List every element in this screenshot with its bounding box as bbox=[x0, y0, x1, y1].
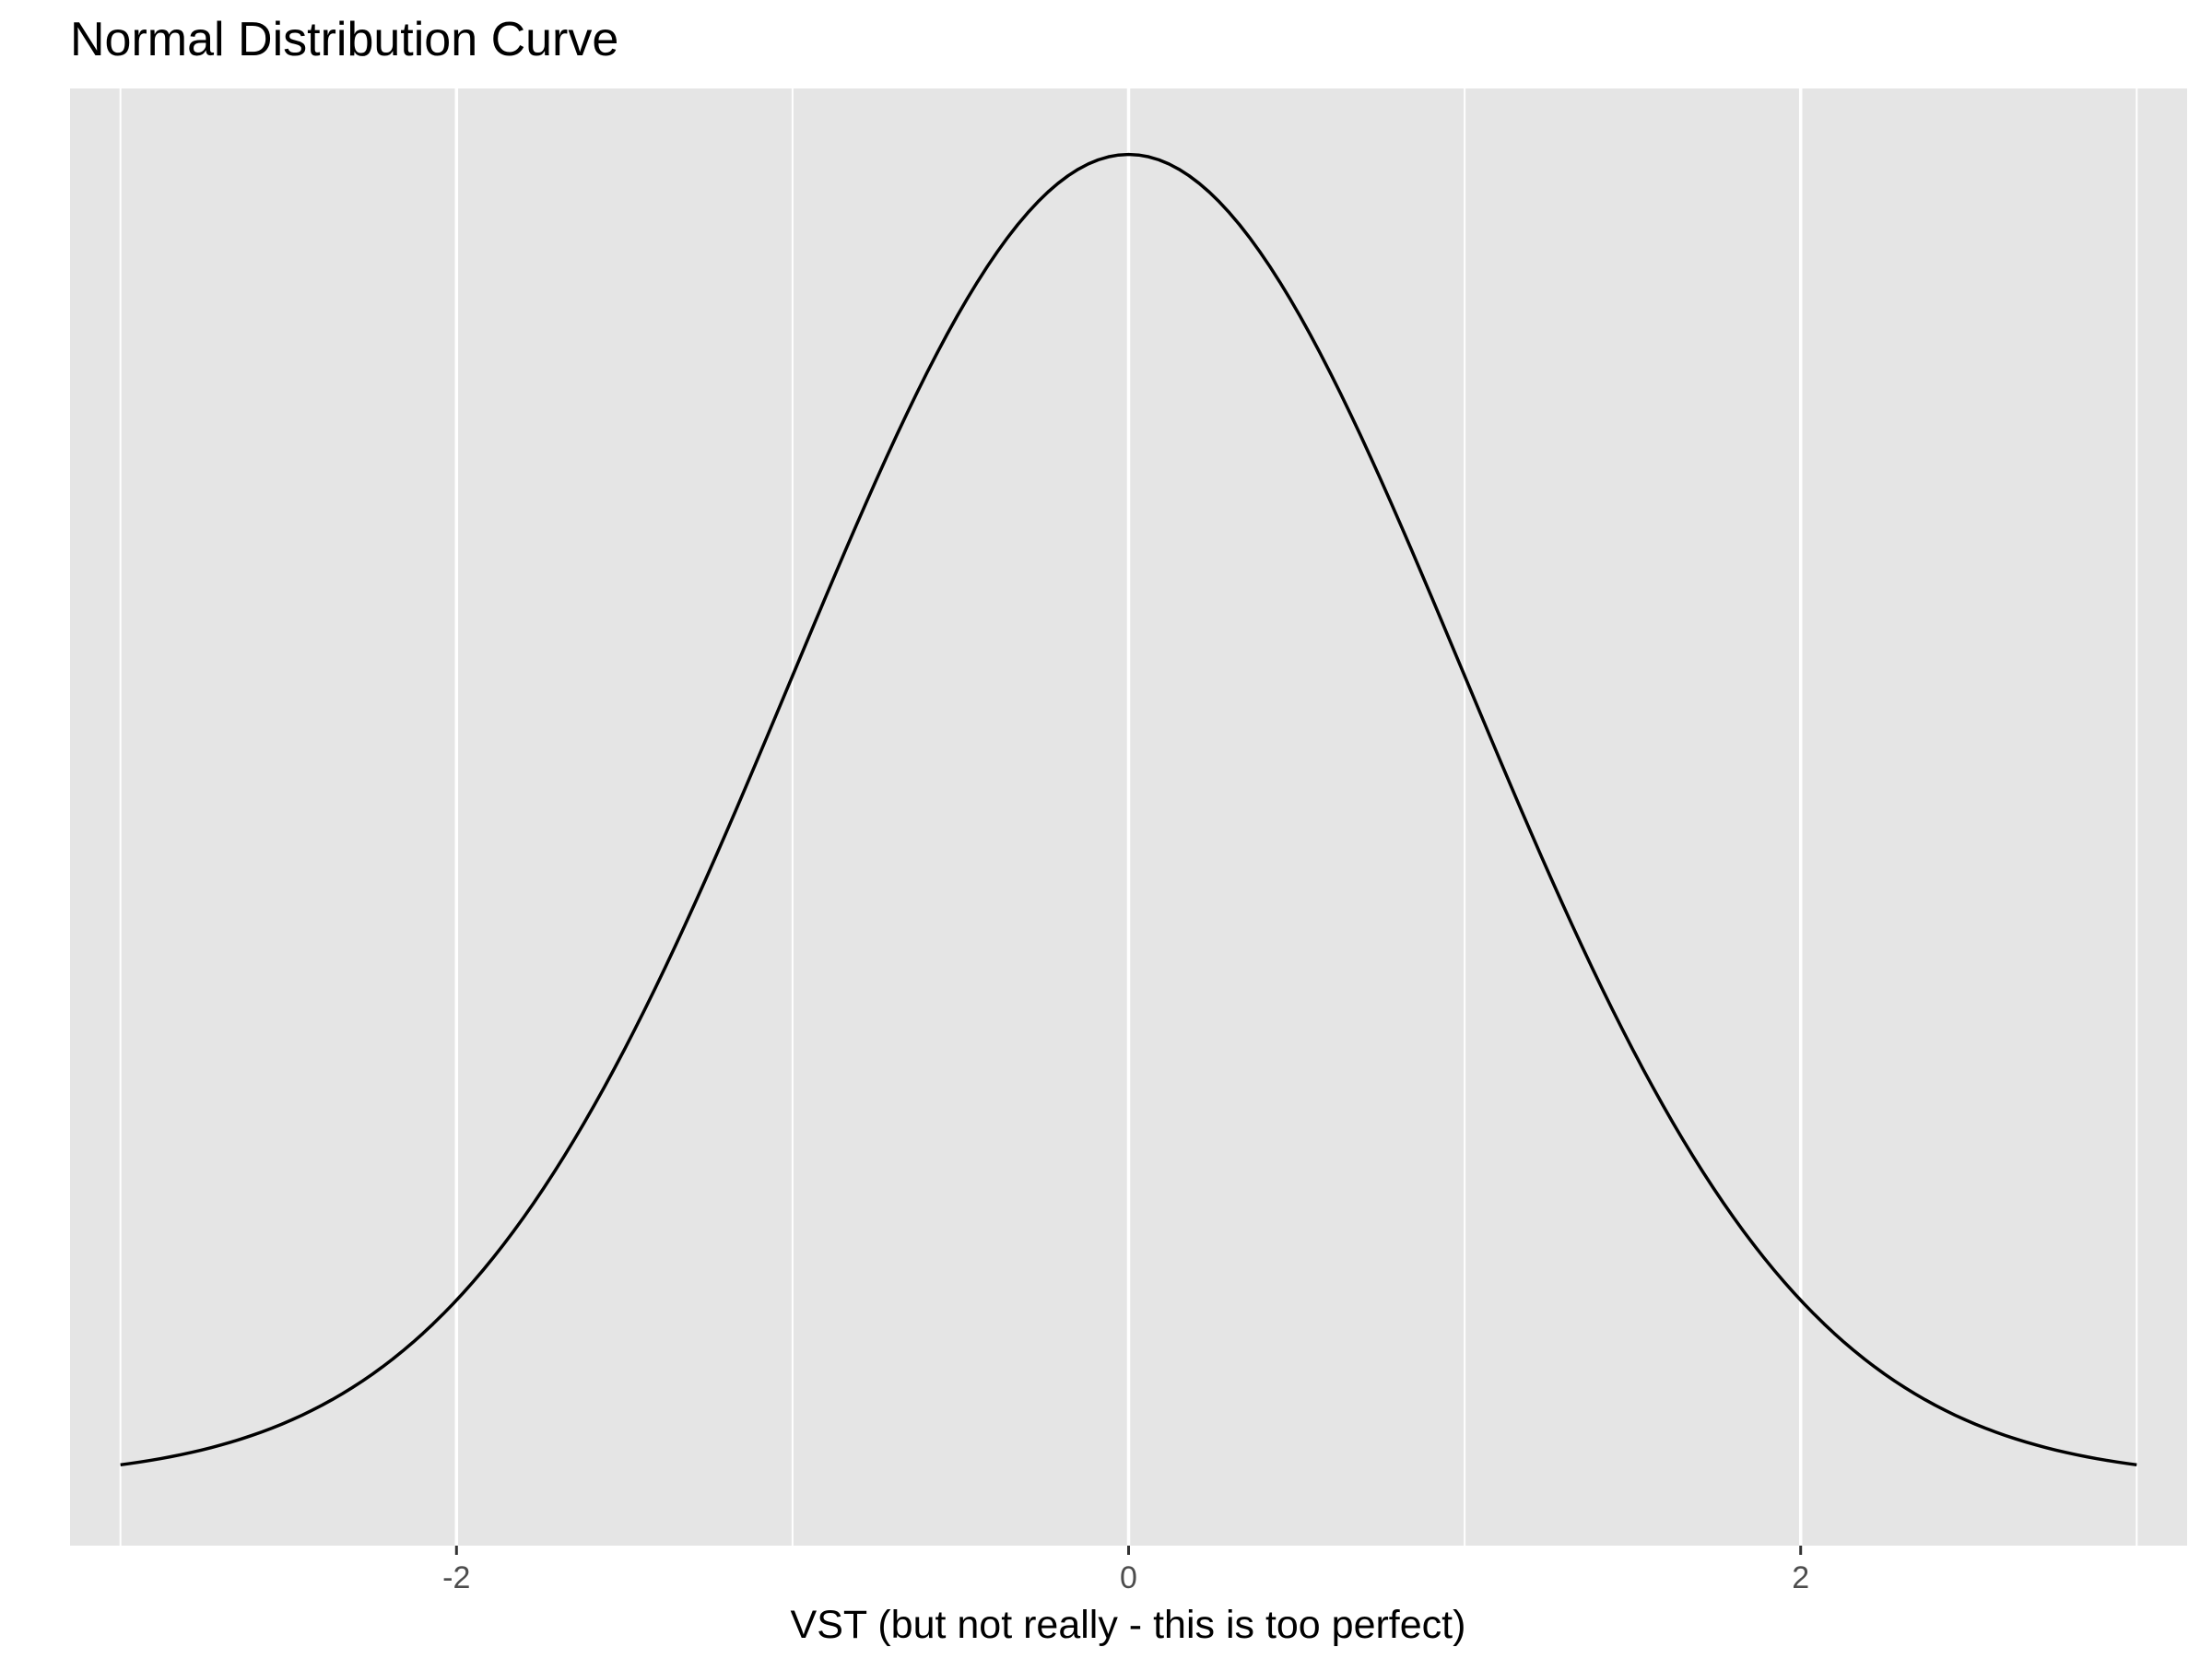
x-axis: -2 0 2 bbox=[442, 1546, 1809, 1595]
x-tick-label: -2 bbox=[442, 1560, 470, 1595]
x-tick-label: 2 bbox=[1792, 1560, 1809, 1595]
chart-title: Normal Distribution Curve bbox=[70, 13, 618, 66]
gridlines bbox=[119, 88, 2138, 1546]
x-tick-label: 0 bbox=[1120, 1560, 1137, 1595]
x-axis-title: VST (but not really - this is too perfec… bbox=[791, 1603, 1466, 1647]
density-curve-line bbox=[120, 152, 2137, 1467]
curve-layer bbox=[120, 152, 2137, 1467]
